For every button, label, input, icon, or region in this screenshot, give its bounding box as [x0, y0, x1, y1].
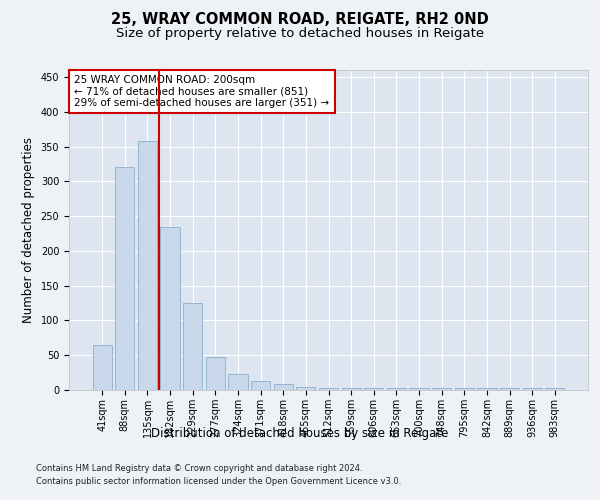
Bar — [183, 303, 202, 390]
Text: 25 WRAY COMMON ROAD: 200sqm
← 71% of detached houses are smaller (851)
29% of se: 25 WRAY COMMON ROAD: 200sqm ← 71% of det… — [74, 75, 329, 108]
Bar — [432, 388, 451, 390]
Bar — [160, 226, 180, 390]
Bar — [251, 381, 270, 390]
Bar — [545, 388, 565, 390]
Bar — [115, 168, 134, 390]
Text: Contains public sector information licensed under the Open Government Licence v3: Contains public sector information licen… — [36, 477, 401, 486]
Bar — [477, 388, 497, 390]
Text: Contains HM Land Registry data © Crown copyright and database right 2024.: Contains HM Land Registry data © Crown c… — [36, 464, 362, 473]
Bar — [500, 388, 519, 390]
Bar — [206, 356, 225, 390]
Bar — [138, 141, 157, 390]
Bar — [387, 388, 406, 390]
Bar — [455, 388, 474, 390]
Bar — [364, 388, 383, 390]
Text: Size of property relative to detached houses in Reigate: Size of property relative to detached ho… — [116, 28, 484, 40]
Bar — [319, 388, 338, 390]
Bar — [92, 345, 112, 390]
Text: 25, WRAY COMMON ROAD, REIGATE, RH2 0ND: 25, WRAY COMMON ROAD, REIGATE, RH2 0ND — [111, 12, 489, 28]
Bar — [229, 374, 248, 390]
Y-axis label: Number of detached properties: Number of detached properties — [22, 137, 35, 323]
Bar — [409, 388, 428, 390]
Bar — [341, 388, 361, 390]
Bar — [296, 386, 316, 390]
Bar — [274, 384, 293, 390]
Text: Distribution of detached houses by size in Reigate: Distribution of detached houses by size … — [151, 428, 449, 440]
Bar — [523, 388, 542, 390]
